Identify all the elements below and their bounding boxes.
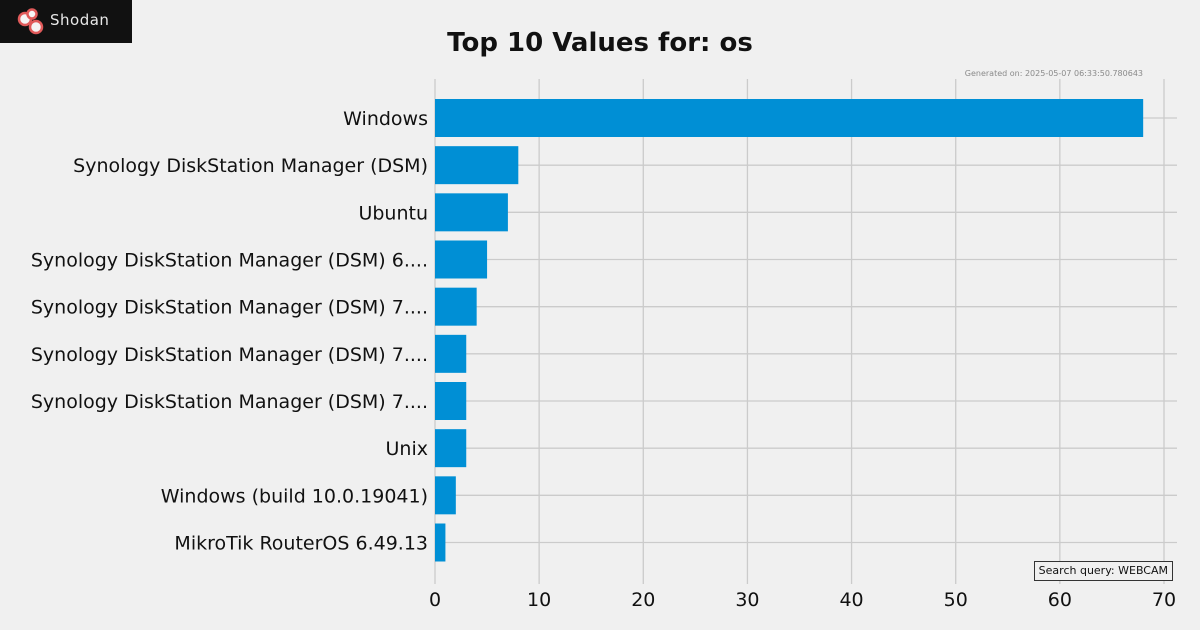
bar [435, 476, 456, 515]
y-tick-label: Unix [386, 438, 428, 460]
search-query-box: Search query: WEBCAM [1033, 561, 1173, 581]
x-tick-label: 60 [1048, 589, 1072, 611]
y-tick-label: Synology DiskStation Manager (DSM) 7.... [31, 344, 428, 366]
y-tick-label: Windows (build 10.0.19041) [161, 485, 428, 507]
x-tick-label: 70 [1152, 589, 1176, 611]
y-tick-label: Windows [343, 108, 428, 130]
bar [435, 334, 467, 373]
bar [435, 99, 1144, 137]
x-tick-label: 20 [631, 589, 655, 611]
y-tick-label: Synology DiskStation Manager (DSM) 7.... [31, 391, 428, 413]
x-tick-label: 30 [735, 589, 759, 611]
x-tick-label: 50 [944, 589, 968, 611]
x-tick-label: 0 [429, 589, 441, 611]
bar [435, 429, 467, 468]
y-tick-label: Synology DiskStation Manager (DSM) [73, 155, 428, 177]
shodan-logo[interactable]: Shodan [0, 0, 132, 43]
y-tick-label: Ubuntu [358, 202, 428, 224]
logo-text: Shodan [50, 11, 110, 29]
chart-title: Top 10 Values for: os [447, 28, 753, 58]
bar [435, 146, 519, 185]
shodan-logo-icon [17, 8, 44, 35]
bar [435, 287, 477, 326]
bar [435, 240, 488, 279]
y-tick-label: MikroTik RouterOS 6.49.13 [174, 533, 428, 555]
bar [435, 523, 446, 562]
bar [435, 382, 467, 420]
bar [435, 193, 508, 232]
y-tick-label: Synology DiskStation Manager (DSM) 7.... [31, 297, 428, 319]
y-tick-label: Synology DiskStation Manager (DSM) 6.... [31, 250, 428, 272]
generated-timestamp: Generated on: 2025-05-07 06:33:50.780643 [964, 69, 1143, 78]
x-tick-label: 40 [839, 589, 863, 611]
x-tick-label: 10 [527, 589, 551, 611]
